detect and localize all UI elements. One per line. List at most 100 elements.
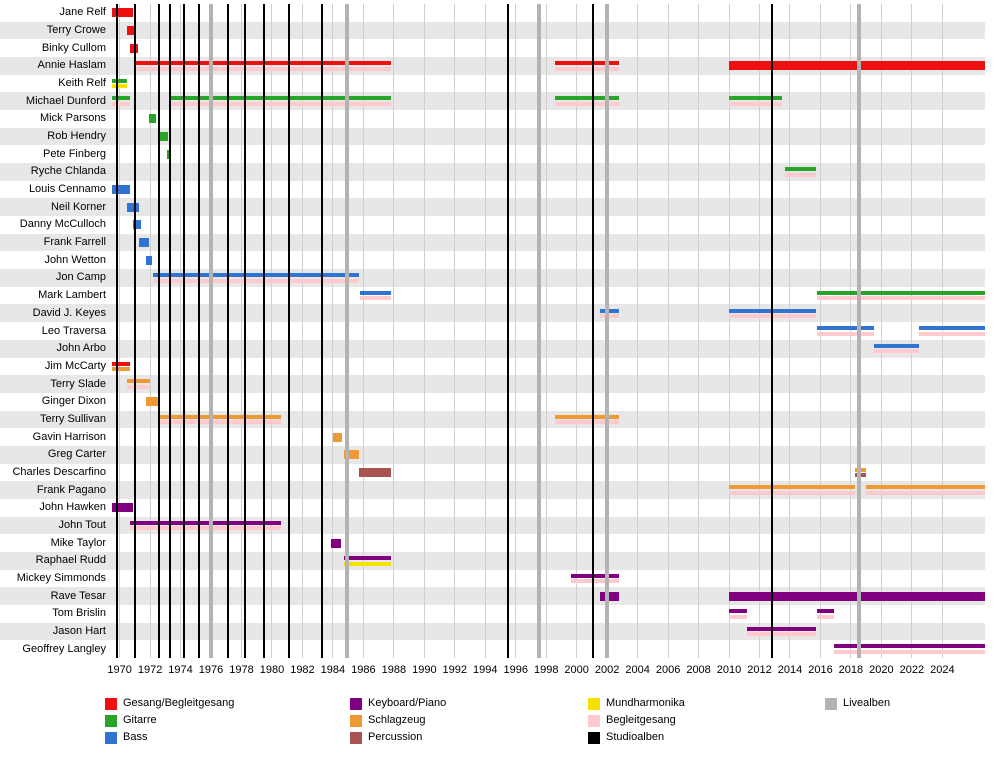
studio-album-line (182, 4, 185, 658)
member-period-bar (555, 96, 620, 101)
member-period-bar (570, 579, 620, 584)
x-tick-label: 1992 (442, 664, 468, 676)
year-gridline (515, 4, 517, 658)
legend-item: Schlagzeug (350, 714, 426, 727)
year-gridline (637, 4, 639, 658)
member-period-bar (112, 8, 134, 18)
member-period-bar (919, 326, 985, 331)
member-label: Frank Farrell (43, 236, 106, 249)
year-gridline (850, 4, 852, 658)
member-period-bar (130, 526, 282, 531)
legend-label-studio_album: Studioalben (606, 731, 665, 743)
x-tick-label: 1980 (259, 664, 285, 676)
member-period-bar (817, 614, 835, 619)
row-shade (0, 375, 985, 393)
member-label: Tom Brislin (52, 607, 106, 620)
member-period-bar (157, 420, 282, 425)
member-label: Leo Traversa (41, 324, 106, 337)
x-tick-label: 2014 (777, 664, 803, 676)
year-gridline (667, 4, 669, 658)
x-tick-label: 1970 (107, 664, 132, 676)
member-label: Pete Finberg (43, 147, 106, 160)
studio-album-line (133, 4, 136, 658)
row-shade (0, 551, 985, 570)
member-period-bar (873, 349, 920, 354)
member-period-bar (127, 26, 135, 35)
member-label: Annie Haslam (37, 59, 106, 72)
legend-swatch-drums (350, 714, 362, 727)
member-label: Binky Cullom (41, 41, 106, 54)
studio-album-line (507, 4, 510, 658)
member-period-bar (555, 414, 620, 419)
x-tick-label: 1978 (229, 664, 254, 676)
member-period-bar (157, 414, 282, 419)
year-gridline (332, 4, 334, 658)
year-gridline (911, 4, 913, 658)
legend-label-vocals: Gesang/Begleitgesang (123, 697, 235, 709)
member-period-bar (112, 367, 131, 372)
member-period-bar (785, 172, 816, 177)
x-tick-label: 1976 (198, 664, 224, 676)
member-period-bar (817, 290, 985, 295)
legend-swatch-backing_vocals (588, 714, 600, 727)
x-tick-label: 1998 (533, 664, 559, 676)
member-label: John Wetton (44, 253, 106, 266)
legend-label-drums: Schlagzeug (368, 714, 426, 726)
member-period-bar (127, 384, 151, 389)
legend-swatch-guitar (105, 714, 117, 727)
member-period-bar (159, 132, 169, 142)
member-period-bar (817, 326, 874, 331)
member-label: Jane Relf (59, 6, 106, 19)
member-period-bar (148, 114, 157, 124)
member-period-bar (112, 361, 131, 366)
member-label: Jim McCarty (44, 359, 106, 372)
studio-album-line (287, 4, 290, 658)
year-gridline (545, 4, 547, 658)
x-tick-label: 2008 (686, 664, 711, 676)
legend-item: Begleitgesang (588, 714, 676, 727)
member-period-bar (555, 101, 620, 106)
member-label: Geoffrey Langley (22, 642, 106, 655)
member-period-bar (729, 614, 748, 619)
studio-album-line (263, 4, 266, 658)
legend-label-keyboard: Keyboard/Piano (368, 697, 447, 709)
member-period-bar (134, 61, 391, 66)
studio-album-line (321, 4, 324, 658)
legend-label-bass: Bass (123, 731, 148, 743)
studio-album-line (226, 4, 229, 658)
row-shade (0, 339, 985, 358)
member-period-bar (855, 473, 867, 478)
member-period-bar (112, 84, 128, 89)
member-label: John Hawken (39, 501, 106, 514)
row-shade (0, 445, 985, 464)
member-period-bar (343, 450, 359, 460)
member-period-bar (145, 255, 152, 265)
member-label: John Tout (58, 518, 106, 531)
member-period-bar (729, 490, 856, 495)
member-period-bar (570, 573, 620, 578)
year-gridline (941, 4, 943, 658)
row-shade (0, 127, 985, 146)
member-period-bar (834, 644, 985, 649)
year-gridline (819, 4, 821, 658)
legend-label-guitar: Gitarre (123, 714, 157, 726)
member-period-bar (133, 220, 141, 230)
member-period-bar (169, 101, 391, 106)
row-shade (0, 163, 985, 181)
member-period-bar (134, 66, 391, 71)
live-album-line (856, 4, 861, 658)
legend-item: Livealben (825, 697, 890, 710)
legend-item: Studioalben (588, 731, 664, 744)
member-period-bar (112, 185, 131, 195)
legend-swatch-bass (105, 731, 117, 744)
member-label: Mickey Simmonds (16, 571, 106, 584)
member-period-bar (855, 467, 867, 472)
member-label: Danny McCulloch (19, 218, 106, 231)
member-label: Terry Slade (50, 377, 106, 390)
x-tick-label: 2000 (564, 664, 589, 676)
legend-label-backing_vocals: Begleitgesang (606, 714, 676, 726)
member-period-bar (169, 96, 391, 101)
live-album-line (536, 4, 541, 658)
member-label: Keith Relf (58, 77, 106, 90)
